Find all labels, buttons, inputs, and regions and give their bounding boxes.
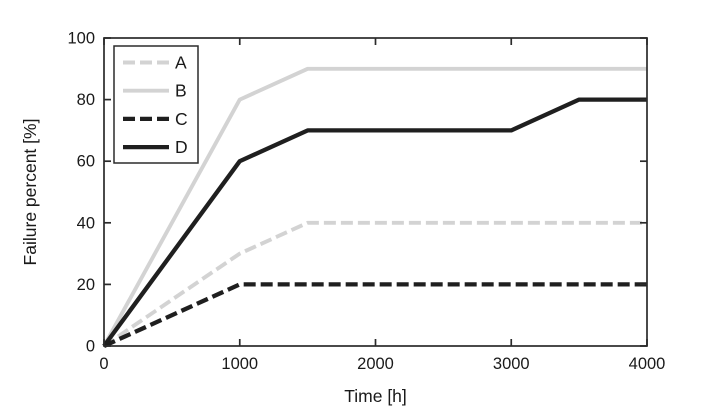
- y-axis-label: Failure percent [%]: [20, 119, 40, 266]
- y-tick-label-0: 0: [86, 338, 95, 356]
- series-B-line: [102, 66, 647, 347]
- x-tick-label-4000: 4000: [629, 355, 666, 373]
- series-A-line: [102, 220, 647, 348]
- x-tick-labels: 0 1000 2000 3000 4000: [99, 355, 665, 373]
- legend-label-B: B: [175, 81, 187, 101]
- tick-marks: [103, 37, 648, 347]
- y-tick-label-60: 60: [77, 153, 95, 171]
- series-group: [102, 66, 647, 348]
- legend-label-A: A: [175, 53, 187, 73]
- x-tick-label-1000: 1000: [221, 355, 258, 373]
- legend-entry-A: A: [123, 53, 187, 73]
- legend-label-D: D: [175, 137, 188, 157]
- legend-entry-D: D: [123, 137, 188, 157]
- legend-entry-B: B: [123, 81, 187, 101]
- legend-box: [113, 45, 199, 164]
- y-tick-label-100: 100: [67, 30, 95, 48]
- x-tick-label-0: 0: [99, 355, 108, 373]
- x-tick-label-2000: 2000: [357, 355, 394, 373]
- legend-entry-C: C: [123, 109, 188, 129]
- y-tick-label-80: 80: [77, 91, 95, 109]
- y-tick-label-40: 40: [77, 214, 95, 232]
- y-tick-labels: 0 20 40 60 80 100: [67, 30, 95, 356]
- y-tick-label-20: 20: [77, 276, 95, 294]
- series-D-line: [102, 97, 647, 348]
- x-axis-label: Time [h]: [344, 386, 407, 406]
- x-tick-label-3000: 3000: [493, 355, 530, 373]
- legend-label-C: C: [175, 109, 188, 129]
